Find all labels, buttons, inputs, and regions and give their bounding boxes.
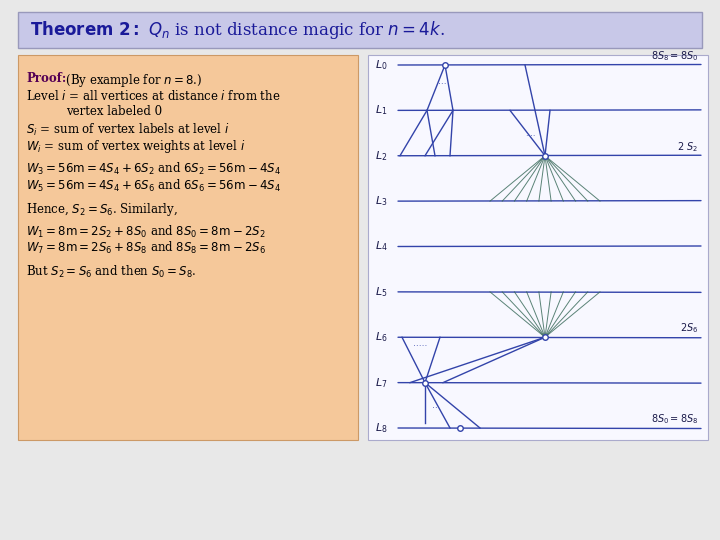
Text: ....: .... [525,129,535,138]
Text: $L_{5}$: $L_{5}$ [375,285,387,299]
Text: $L_{6}$: $L_{6}$ [375,330,387,344]
Text: $L_{3}$: $L_{3}$ [375,194,387,208]
Text: $L_{1}$: $L_{1}$ [375,104,387,117]
Text: Hence, $S_2 = S_6$. Similarly,: Hence, $S_2 = S_6$. Similarly, [26,201,178,218]
Text: $L_{8}$: $L_{8}$ [375,421,387,435]
Text: $W_1 = 8\mathrm{m} = 2S_2 + 8S_0$ and $8S_0 = 8\mathrm{m} - 2S_2$: $W_1 = 8\mathrm{m} = 2S_2 + 8S_0$ and $8… [26,224,266,240]
Text: $L_{0}$: $L_{0}$ [375,58,387,72]
FancyBboxPatch shape [18,12,702,48]
Text: Level $i$ = all vertices at distance $i$ from the: Level $i$ = all vertices at distance $i$… [26,89,281,103]
Text: $W_7 = 8\mathrm{m} = 2S_6 + 8S_8$ and $8S_8 = 8\mathrm{m} - 2S_6$: $W_7 = 8\mathrm{m} = 2S_6 + 8S_8$ and $8… [26,240,266,256]
FancyBboxPatch shape [368,55,708,440]
Text: Proof:: Proof: [26,72,66,85]
Text: $L_{7}$: $L_{7}$ [375,376,387,389]
Text: $8S_8= 8S_0$: $8S_8= 8S_0$ [651,49,698,63]
Text: $W_3 = 56\mathrm{m} = 4S_4 + 6S_2$ and $6S_2 = 56\mathrm{m} - 4S_4$: $W_3 = 56\mathrm{m} = 4S_4 + 6S_2$ and $… [26,161,281,177]
Text: (By example for $n = 8$.): (By example for $n = 8$.) [58,72,202,89]
Text: $W_5 = 56\mathrm{m} = 4S_4 + 6S_6$ and $6S_6 = 56\mathrm{m} - 4S_4$: $W_5 = 56\mathrm{m} = 4S_4 + 6S_6$ and $… [26,178,281,194]
Text: vertex labeled 0: vertex labeled 0 [66,105,162,118]
Text: $2S_6$: $2S_6$ [680,321,698,335]
Text: ...: ... [438,77,446,86]
Text: $8S_0= 8S_8$: $8S_0= 8S_8$ [651,412,698,426]
Text: $\bf{Theorem\ 2:}$ $Q_n$ is not distance magic for $n = 4k$.: $\bf{Theorem\ 2:}$ $Q_n$ is not distance… [30,19,445,41]
Text: $L_{4}$: $L_{4}$ [375,240,388,253]
Text: $S_i$ = sum of vertex labels at level $i$: $S_i$ = sum of vertex labels at level $i… [26,122,230,138]
Text: $L_{2}$: $L_{2}$ [375,149,387,163]
Text: $W_i$ = sum of vertex weights at level $i$: $W_i$ = sum of vertex weights at level $… [26,138,246,155]
FancyBboxPatch shape [18,55,358,440]
Text: But $S_2 = S_6$ and then $S_0 = S_8$.: But $S_2 = S_6$ and then $S_0 = S_8$. [26,264,197,280]
Text: .....: ..... [413,339,427,348]
Text: ..: .. [432,401,438,410]
Text: $2\ S_2$: $2\ S_2$ [677,140,698,154]
